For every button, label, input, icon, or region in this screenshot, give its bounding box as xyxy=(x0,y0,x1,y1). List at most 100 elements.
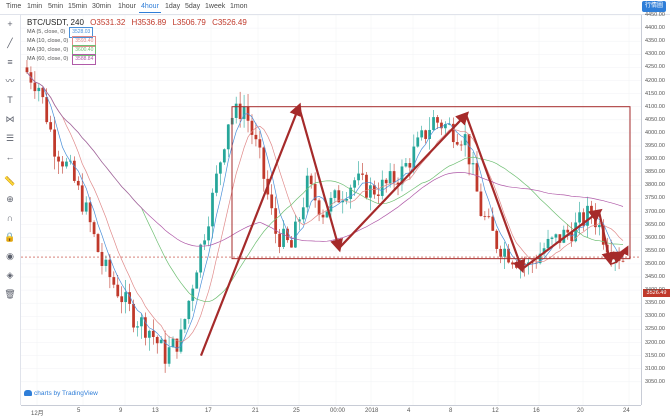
interval-4hour[interactable]: 4hour xyxy=(139,1,161,13)
ma-legend-row[interactable]: MA (10, close, 0) 3593.40 xyxy=(27,36,247,47)
candle-body xyxy=(104,259,108,266)
candle-body xyxy=(487,216,491,218)
quotes-chart-button[interactable]: 行情圖 xyxy=(642,1,666,12)
price-tick: 3150.00 xyxy=(645,352,665,359)
candle-body xyxy=(369,185,372,198)
brush-icon[interactable]: 〰 xyxy=(5,76,15,86)
lock-icon[interactable]: 🔒 xyxy=(4,232,16,242)
candle-body xyxy=(530,262,534,264)
time-tick: 8 xyxy=(449,408,453,414)
time-tick: 4 xyxy=(407,408,411,414)
interval-time[interactable]: Time xyxy=(6,3,22,10)
candle-body xyxy=(226,124,230,150)
interval-5day[interactable]: 5day xyxy=(185,3,201,10)
time-tick: 12 xyxy=(492,408,499,414)
fib-icon[interactable]: ☰ xyxy=(5,133,15,143)
time-scale[interactable]: 12月 5 9 13 17 21 25 00:00 2018 4 8 12 16 20 24 xyxy=(21,405,641,420)
ma-legend-row[interactable]: MA (30, close, 0) 3600.40 xyxy=(27,45,247,56)
candle-body xyxy=(297,219,301,222)
candle-body xyxy=(357,173,360,181)
candle-body xyxy=(84,202,88,212)
time-tick: 13 xyxy=(152,408,159,414)
candle-body xyxy=(483,215,487,217)
interval-15min[interactable]: 15min xyxy=(68,3,88,10)
ma-label: MA (5, close, 0) xyxy=(27,29,66,35)
pattern-icon[interactable]: ⋈ xyxy=(5,114,15,124)
candle-body xyxy=(108,259,112,278)
time-tick: 00:00 xyxy=(330,408,346,414)
candle-body xyxy=(428,129,431,139)
ma-legend-row[interactable]: MA (5, close, 0) 3528.03 xyxy=(27,27,247,38)
zoom-icon[interactable]: ⊕ xyxy=(6,194,14,204)
interval-1week[interactable]: 1week xyxy=(205,3,226,10)
back-arrow-icon[interactable]: ← xyxy=(5,152,15,162)
visibility-icon[interactable]: ◉ xyxy=(6,251,14,261)
candle-body xyxy=(416,137,420,147)
candle-body xyxy=(116,284,120,297)
candle-body xyxy=(76,180,80,186)
candle-body xyxy=(440,122,443,129)
candle-body xyxy=(495,230,499,249)
time-tick: 21 xyxy=(252,408,259,414)
candle-body xyxy=(159,339,163,344)
price-tick: 3450.00 xyxy=(645,274,665,280)
ruler-icon[interactable]: 📏 xyxy=(4,176,16,186)
candle-body xyxy=(262,147,266,179)
candle-body xyxy=(361,173,364,175)
time-tick: 16 xyxy=(533,408,540,414)
candle-body xyxy=(621,260,625,262)
candle-body xyxy=(144,317,147,338)
candle-body xyxy=(392,171,396,183)
candle-body xyxy=(195,272,199,289)
ma-legend-row[interactable]: MA (60, close, 0) 3588.84 xyxy=(27,54,247,65)
candle-body xyxy=(597,225,601,228)
candle-body xyxy=(72,160,76,181)
trend-line-icon[interactable]: ╱ xyxy=(7,38,13,48)
tradingview-watermark[interactable]: charts by TradingView xyxy=(34,390,98,397)
candle-body xyxy=(424,130,428,139)
interval-1hour[interactable]: 1hour xyxy=(118,3,136,10)
magnet-icon[interactable]: ∩ xyxy=(6,213,14,223)
ma-value: 3600.40 xyxy=(72,45,97,56)
candle-body xyxy=(45,97,49,123)
candle-body xyxy=(286,228,289,241)
candle-body xyxy=(88,202,92,223)
trash-icon[interactable]: 🗑 xyxy=(4,289,16,299)
horizontal-line-icon[interactable]: ≡ xyxy=(7,57,13,67)
ohlc-close: 3526.49 xyxy=(217,18,247,27)
candle-body xyxy=(376,194,380,196)
candle-body xyxy=(25,67,29,73)
candle-body xyxy=(475,163,479,192)
candle-body xyxy=(432,117,435,130)
interval-1day[interactable]: 1day xyxy=(165,3,181,10)
interval-30min[interactable]: 30min xyxy=(92,3,112,10)
candle-body xyxy=(282,228,285,247)
interval-1min[interactable]: 1min xyxy=(27,3,43,10)
symbol-ohlc: BTC/USDT, 240 O3531.32 H3536.89 L3506.79… xyxy=(27,18,247,27)
moving-average-line xyxy=(26,71,624,343)
price-tick: 4250.00 xyxy=(645,64,665,71)
candle-body xyxy=(400,166,404,185)
crosshair-icon[interactable]: + xyxy=(7,19,13,29)
price-tick: 3650.00 xyxy=(645,221,665,228)
trend-arrow xyxy=(464,114,526,274)
price-tick: 4450.00 xyxy=(645,12,665,18)
candle-body xyxy=(313,184,317,201)
ohlc-open: 3531.32 xyxy=(96,18,126,27)
ma-value: 3593.40 xyxy=(72,36,97,47)
candle-body xyxy=(274,208,278,234)
price-scale[interactable]: 3526.49 4450.00 4400.00 4350.00 4300.00 4250… xyxy=(641,12,670,405)
interval-5min[interactable]: 5min xyxy=(48,3,64,10)
candle-body xyxy=(112,277,116,285)
moving-average-line xyxy=(26,71,624,247)
candle-body xyxy=(207,226,210,241)
price-tick: 4400.00 xyxy=(645,25,665,32)
text-icon[interactable]: T xyxy=(7,95,13,105)
candle-body xyxy=(349,187,353,200)
ma-label: MA (60, close, 0) xyxy=(27,56,69,62)
layers-icon[interactable]: ◈ xyxy=(6,270,14,280)
candle-body xyxy=(222,149,226,163)
interval-1mon[interactable]: 1mon xyxy=(230,3,248,10)
candle-body xyxy=(463,134,467,146)
price-chart[interactable] xyxy=(21,15,641,405)
